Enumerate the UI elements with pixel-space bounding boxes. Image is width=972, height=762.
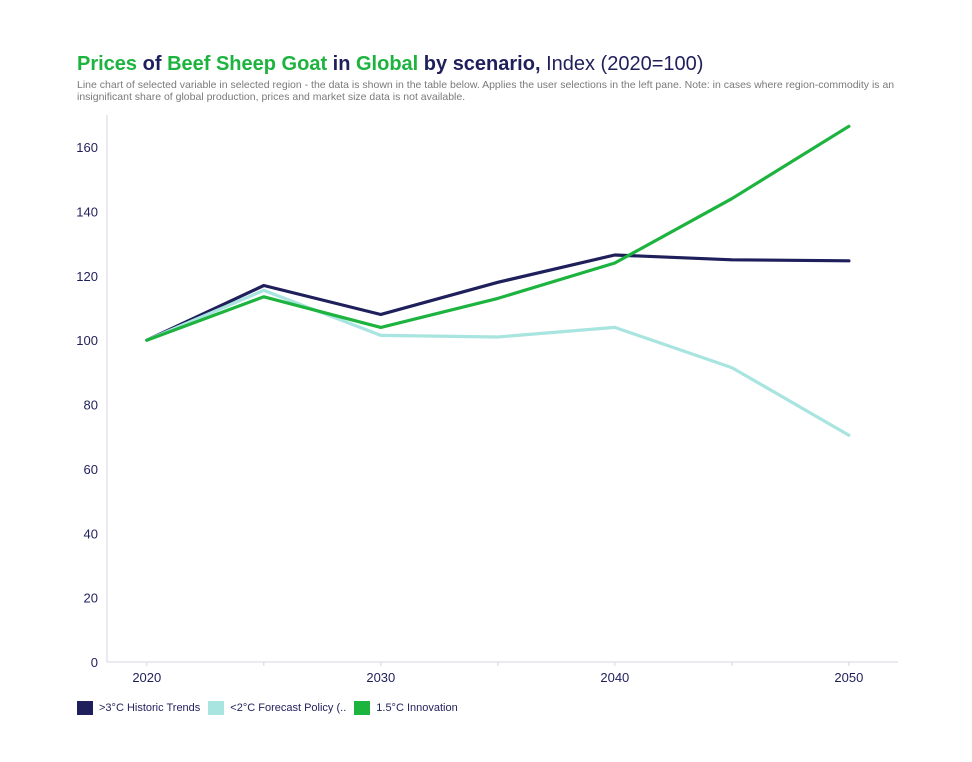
legend-swatch (354, 701, 371, 715)
legend-item[interactable]: >3°C Historic Trends (77, 701, 200, 715)
y-tick-label: 100 (76, 333, 98, 348)
title-in: in (327, 53, 356, 75)
series-line[interactable] (145, 288, 851, 437)
x-tick-label: 2030 (366, 670, 395, 685)
title-of: of (137, 53, 168, 75)
x-tick-label: 2050 (834, 670, 863, 685)
legend-swatch (208, 701, 225, 715)
title-by-scenario: by scenario, (418, 53, 541, 75)
chart-legend: >3°C Historic Trends <2°C Forecast Policy… (77, 700, 466, 716)
y-tick-label: 40 (84, 526, 98, 541)
y-tick-label: 160 (76, 140, 98, 155)
y-tick-label: 120 (76, 269, 98, 284)
series-line[interactable] (145, 253, 851, 342)
chart-title: Prices of Beef Sheep Goat in Global by s… (77, 52, 703, 76)
legend-swatch (77, 701, 93, 715)
title-variable: Prices (77, 53, 138, 75)
legend-label: <2°C Forecast Policy (.. (230, 702, 347, 714)
y-tick-label: 20 (84, 591, 98, 606)
title-unit: Index (2020=100) (540, 53, 704, 75)
y-tick-label: 140 (76, 205, 98, 220)
legend-item[interactable]: 1.5°C Innovation (354, 701, 458, 715)
legend-label: >3°C Historic Trends (99, 702, 201, 714)
y-tick-label: 80 (84, 398, 98, 413)
y-tick-label: 0 (91, 655, 98, 670)
series-line[interactable] (145, 124, 851, 342)
y-tick-label: 60 (84, 462, 98, 477)
x-tick-label: 2040 (600, 670, 629, 685)
legend-label: 1.5°C Innovation (376, 702, 458, 714)
legend-item[interactable]: <2°C Forecast Policy (.. (208, 701, 346, 715)
title-commodity: Beef Sheep Goat (167, 53, 328, 75)
title-region: Global (356, 53, 419, 75)
x-tick-label: 2020 (132, 670, 161, 685)
chart-series (145, 124, 851, 437)
chart-subtitle: Line chart of selected variable in selec… (77, 79, 895, 103)
